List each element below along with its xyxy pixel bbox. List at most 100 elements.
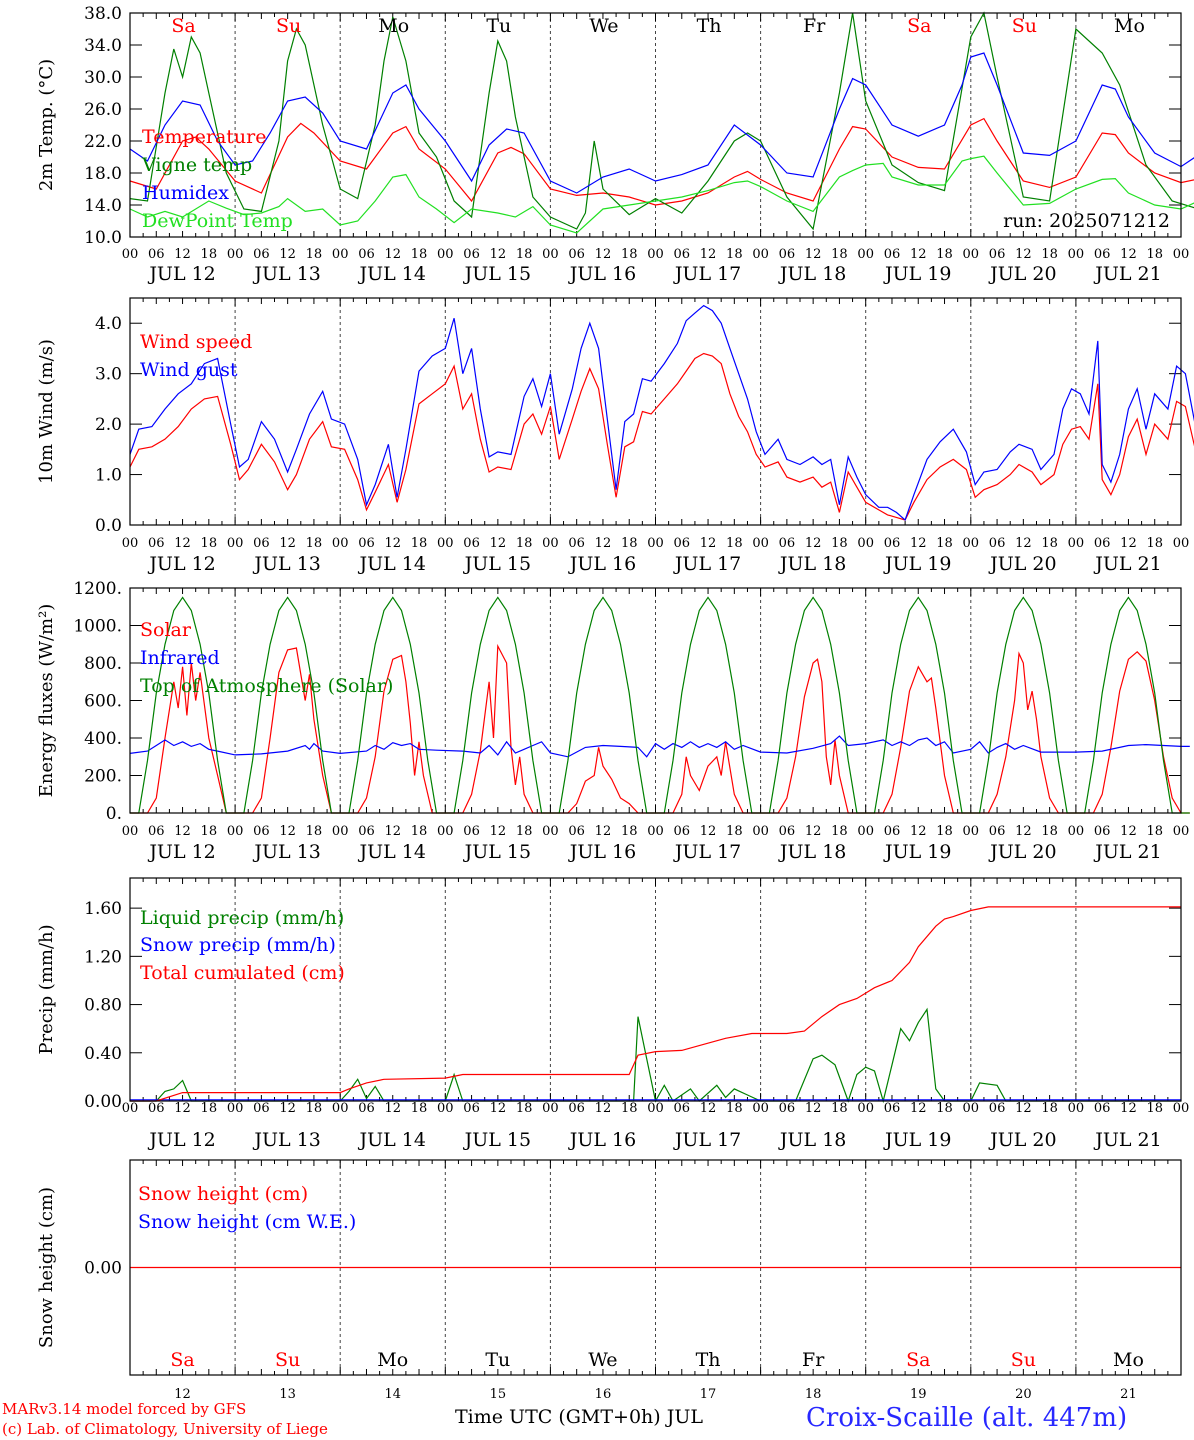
hour-tick-label: 00 <box>542 247 559 262</box>
legend-entry: Top of Atmosphere (Solar) <box>140 675 393 697</box>
series-precip-0 <box>130 1007 1181 1104</box>
date-label: JUL 12 <box>147 553 215 575</box>
series-temp-0 <box>129 117 1194 206</box>
day-number-label: 18 <box>805 1387 822 1402</box>
weekday-label: Su <box>276 15 301 37</box>
hour-tick-label: 12 <box>174 1101 191 1116</box>
hour-tick-label: 18 <box>831 1101 848 1116</box>
plot-frame <box>129 877 1182 1102</box>
hour-tick-label: 06 <box>358 824 375 839</box>
day-number-label: 12 <box>174 1387 191 1402</box>
hour-tick-label: 18 <box>516 536 533 551</box>
date-label: JUL 17 <box>673 1129 741 1151</box>
day-number-label: 16 <box>595 1387 612 1402</box>
hour-tick-label: 06 <box>674 1101 691 1116</box>
weekday-label: We <box>589 15 618 37</box>
date-label: JUL 20 <box>988 263 1056 285</box>
day-number-label: 15 <box>490 1387 507 1402</box>
hour-tick-label: 00 <box>857 1101 874 1116</box>
hour-tick-label: 00 <box>752 1101 769 1116</box>
weekday-label: Th <box>696 1349 721 1371</box>
hour-tick-label: 00 <box>1068 824 1085 839</box>
plot-frame <box>129 587 1182 814</box>
hour-tick-label: 18 <box>411 247 428 262</box>
date-label: JUL 15 <box>463 841 531 863</box>
hour-tick-label: 12 <box>1015 247 1032 262</box>
hour-tick-label: 18 <box>831 824 848 839</box>
hour-tick-label: 06 <box>358 247 375 262</box>
hour-tick-label: 12 <box>910 536 927 551</box>
hour-tick-label: 12 <box>279 824 296 839</box>
hour-tick-label: 12 <box>910 824 927 839</box>
day-number-label: 13 <box>279 1387 296 1402</box>
y-axis-label: 10m Wind (m/s) <box>36 339 57 484</box>
day-number-label: 17 <box>700 1387 717 1402</box>
hour-tick-label: 12 <box>1015 824 1032 839</box>
series-energy-2 <box>130 596 1190 814</box>
y-tick-label: 1000. <box>73 617 122 637</box>
hour-tick-label: 00 <box>227 536 244 551</box>
hour-tick-label: 18 <box>1146 247 1163 262</box>
weekday-label: Su <box>1011 1349 1036 1371</box>
hour-tick-label: 18 <box>306 247 323 262</box>
weekday-label: Th <box>697 15 722 37</box>
date-label: JUL 13 <box>252 553 320 575</box>
y-tick-label: 800. <box>84 654 122 674</box>
y-tick-label: 14.0 <box>84 196 122 216</box>
weekday-label: Sa <box>906 1349 930 1371</box>
date-label: JUL 20 <box>988 553 1056 575</box>
date-label: JUL 13 <box>252 263 320 285</box>
legend-entry: Solar <box>140 619 192 641</box>
hour-tick-label: 00 <box>963 824 980 839</box>
date-label: JUL 16 <box>568 263 636 285</box>
hour-tick-label: 12 <box>490 824 507 839</box>
hour-tick-label: 06 <box>253 1101 270 1116</box>
date-label: JUL 13 <box>252 1129 320 1151</box>
series-wind-1 <box>129 304 1194 522</box>
hour-tick-label: 18 <box>1041 824 1058 839</box>
hour-tick-label: 12 <box>700 247 717 262</box>
day-number-label: 20 <box>1015 1387 1032 1402</box>
hour-tick-label: 18 <box>621 1101 638 1116</box>
hour-tick-label: 00 <box>1173 536 1190 551</box>
y-tick-label: 38.0 <box>84 4 122 24</box>
hour-tick-label: 18 <box>201 247 218 262</box>
hour-tick-label: 18 <box>411 1101 428 1116</box>
panel-precip: 0.00 0.40 0.80 1.20 1.60 Liquid precip (mm/h)… <box>36 877 1189 1151</box>
lab-credit: (c) Lab. of Climatology, University of L… <box>2 1420 328 1438</box>
hour-tick-label: 06 <box>1094 1101 1111 1116</box>
hour-tick-label: 06 <box>779 824 796 839</box>
hour-tick-label: 18 <box>621 247 638 262</box>
model-credit: MARv3.14 model forced by GFS <box>2 1400 247 1418</box>
hour-tick-label: 12 <box>490 536 507 551</box>
hour-tick-label: 00 <box>122 247 139 262</box>
hour-tick-label: 06 <box>674 536 691 551</box>
weekday-label: Fr <box>802 1349 825 1371</box>
hour-tick-label: 18 <box>1146 536 1163 551</box>
date-label: JUL 19 <box>883 263 951 285</box>
hour-tick-label: 06 <box>1094 824 1111 839</box>
series-wind-0 <box>129 352 1194 521</box>
hour-tick-label: 18 <box>201 824 218 839</box>
date-label: JUL 14 <box>358 553 426 575</box>
hour-tick-label: 06 <box>148 1101 165 1116</box>
hour-tick-label: 06 <box>568 247 585 262</box>
hour-tick-label: 18 <box>936 1101 953 1116</box>
date-label: JUL 18 <box>778 1129 846 1151</box>
hour-tick-label: 00 <box>1173 824 1190 839</box>
hour-tick-label: 00 <box>122 1101 139 1116</box>
date-label: JUL 17 <box>673 263 741 285</box>
date-label: JUL 20 <box>988 1129 1056 1151</box>
legend-entry: Wind speed <box>140 331 252 353</box>
y-tick-label: 26.0 <box>84 100 122 120</box>
hour-tick-label: 12 <box>1015 1101 1032 1116</box>
hour-tick-label: 00 <box>647 824 664 839</box>
hour-tick-label: 18 <box>726 824 743 839</box>
hour-tick-label: 12 <box>1015 536 1032 551</box>
y-tick-label: 34.0 <box>84 36 122 56</box>
weekday-label: Su <box>275 1349 300 1371</box>
hour-tick-label: 12 <box>1120 536 1137 551</box>
hour-tick-label: 18 <box>726 536 743 551</box>
hour-tick-label: 00 <box>1068 1101 1085 1116</box>
